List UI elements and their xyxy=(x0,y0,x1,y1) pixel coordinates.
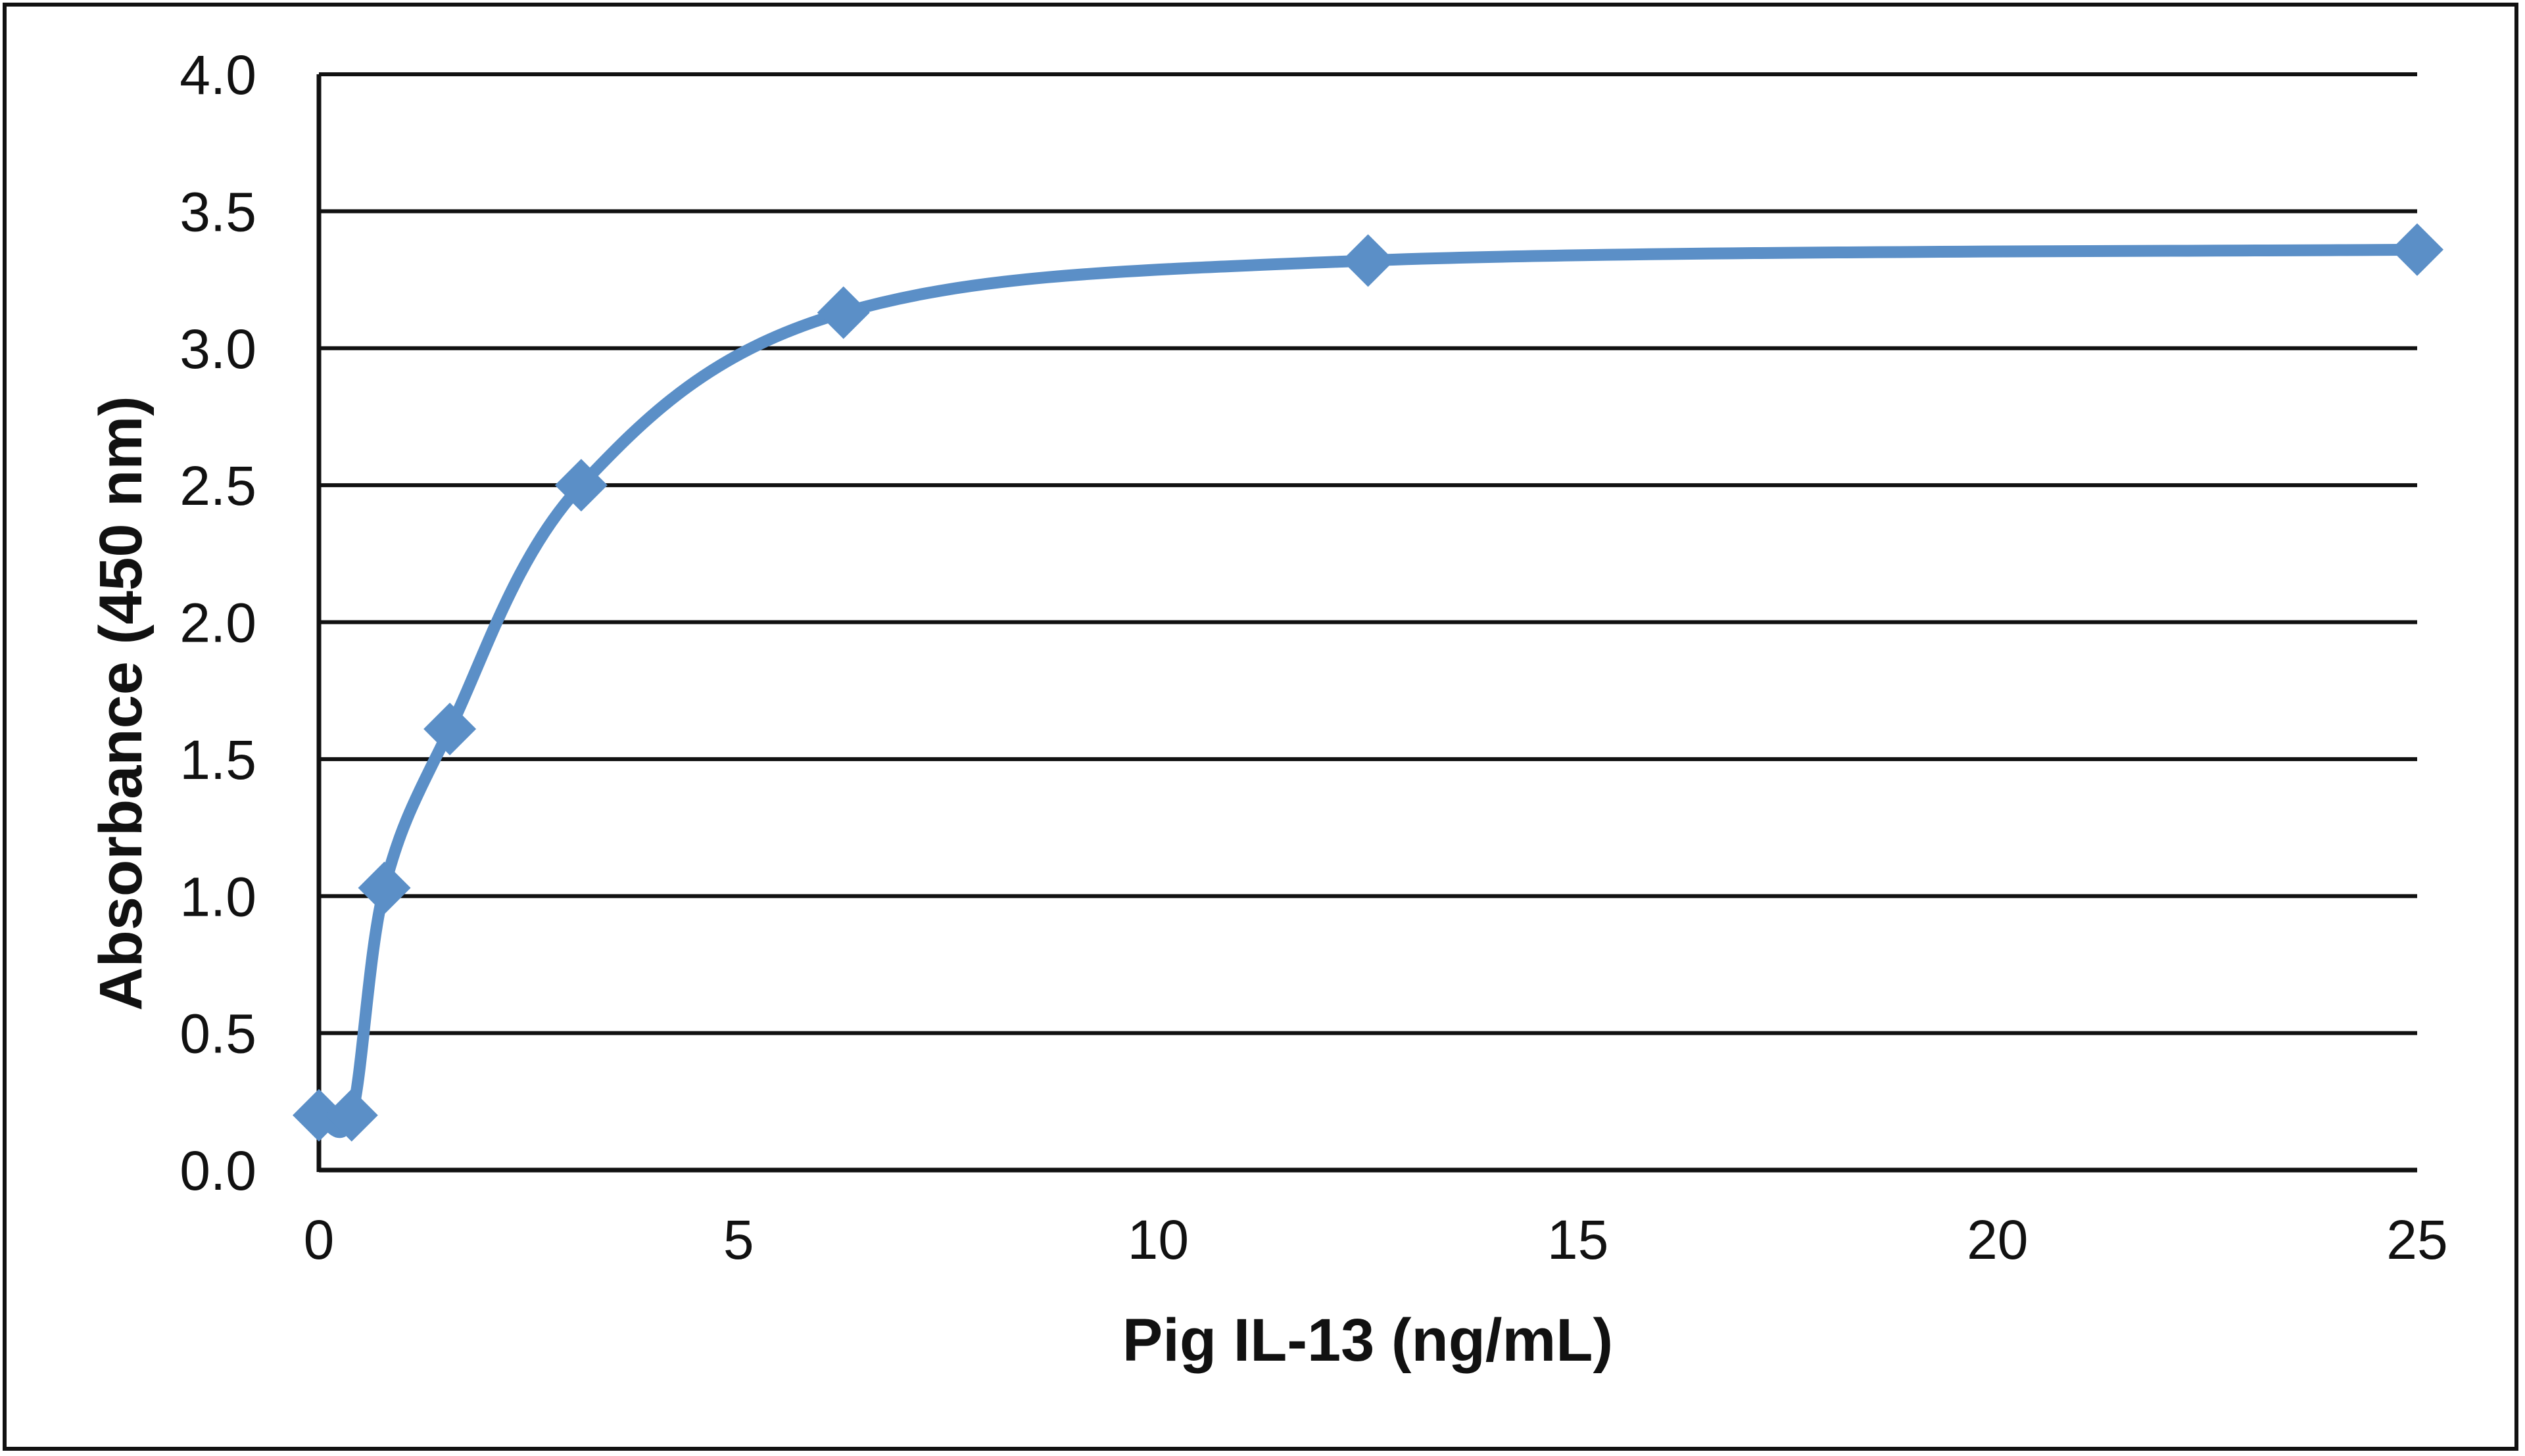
axes xyxy=(316,74,2417,1173)
y-tick-label: 2.5 xyxy=(180,455,256,517)
y-tick-label: 1.5 xyxy=(180,729,256,791)
y-tick-label: 0.5 xyxy=(180,1003,256,1065)
y-tick-label: 1.0 xyxy=(180,866,256,928)
diamond-marker-icon xyxy=(817,286,870,339)
diamond-marker-icon xyxy=(554,459,608,512)
y-tick-label: 4.0 xyxy=(180,44,256,106)
data-point-markers xyxy=(293,223,2443,1142)
diamond-marker-icon xyxy=(2391,223,2443,276)
diamond-marker-icon xyxy=(325,1089,378,1142)
y-axis-ticks: 0.0 0.5 1.0 1.5 2.0 2.5 3.0 3.5 4.0 xyxy=(180,44,256,1202)
y-tick-label: 2.0 xyxy=(180,592,256,654)
diamond-marker-icon xyxy=(293,1089,345,1142)
x-axis-ticks: 0 5 10 15 20 25 xyxy=(304,1209,2448,1271)
diamond-marker-icon xyxy=(423,703,477,756)
diamond-marker-icon xyxy=(1341,234,1395,287)
x-tick-label: 20 xyxy=(1967,1209,2028,1271)
y-tick-label: 0.0 xyxy=(180,1140,256,1202)
y-tick-label: 3.5 xyxy=(180,181,256,243)
data-series-line xyxy=(313,243,2423,1139)
x-tick-label: 10 xyxy=(1128,1209,1189,1271)
x-tick-label: 5 xyxy=(723,1209,754,1271)
chart-frame xyxy=(3,3,2518,1451)
diamond-marker-icon xyxy=(358,861,411,914)
x-axis-title: Pig IL-13 (ng/mL) xyxy=(1122,1307,1613,1374)
x-tick-label: 15 xyxy=(1547,1209,1608,1271)
y-tick-label: 3.0 xyxy=(180,318,256,380)
y-axis-title: Absorbance (450 nm) xyxy=(87,396,155,1011)
x-tick-label: 25 xyxy=(2386,1209,2447,1271)
x-tick-label: 0 xyxy=(304,1209,335,1271)
